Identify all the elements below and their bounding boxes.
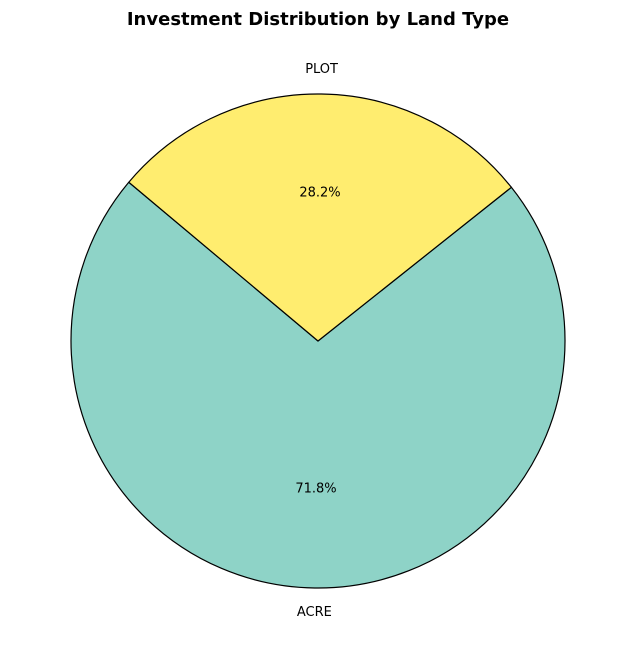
pie-labels: ACRE 71.8% PLOT 28.2%	[295, 62, 340, 620]
pie-slice-acre	[70, 181, 566, 589]
pie-slice-plot	[128, 93, 512, 342]
slice-label-plot: PLOT	[305, 62, 338, 77]
percent-label-acre: 71.8%	[295, 482, 336, 497]
pie-slices	[70, 93, 566, 589]
percent-label-plot: 28.2%	[299, 185, 340, 200]
chart-title: Investment Distribution by Land Type	[127, 9, 509, 30]
slice-label-acre: ACRE	[297, 605, 332, 620]
